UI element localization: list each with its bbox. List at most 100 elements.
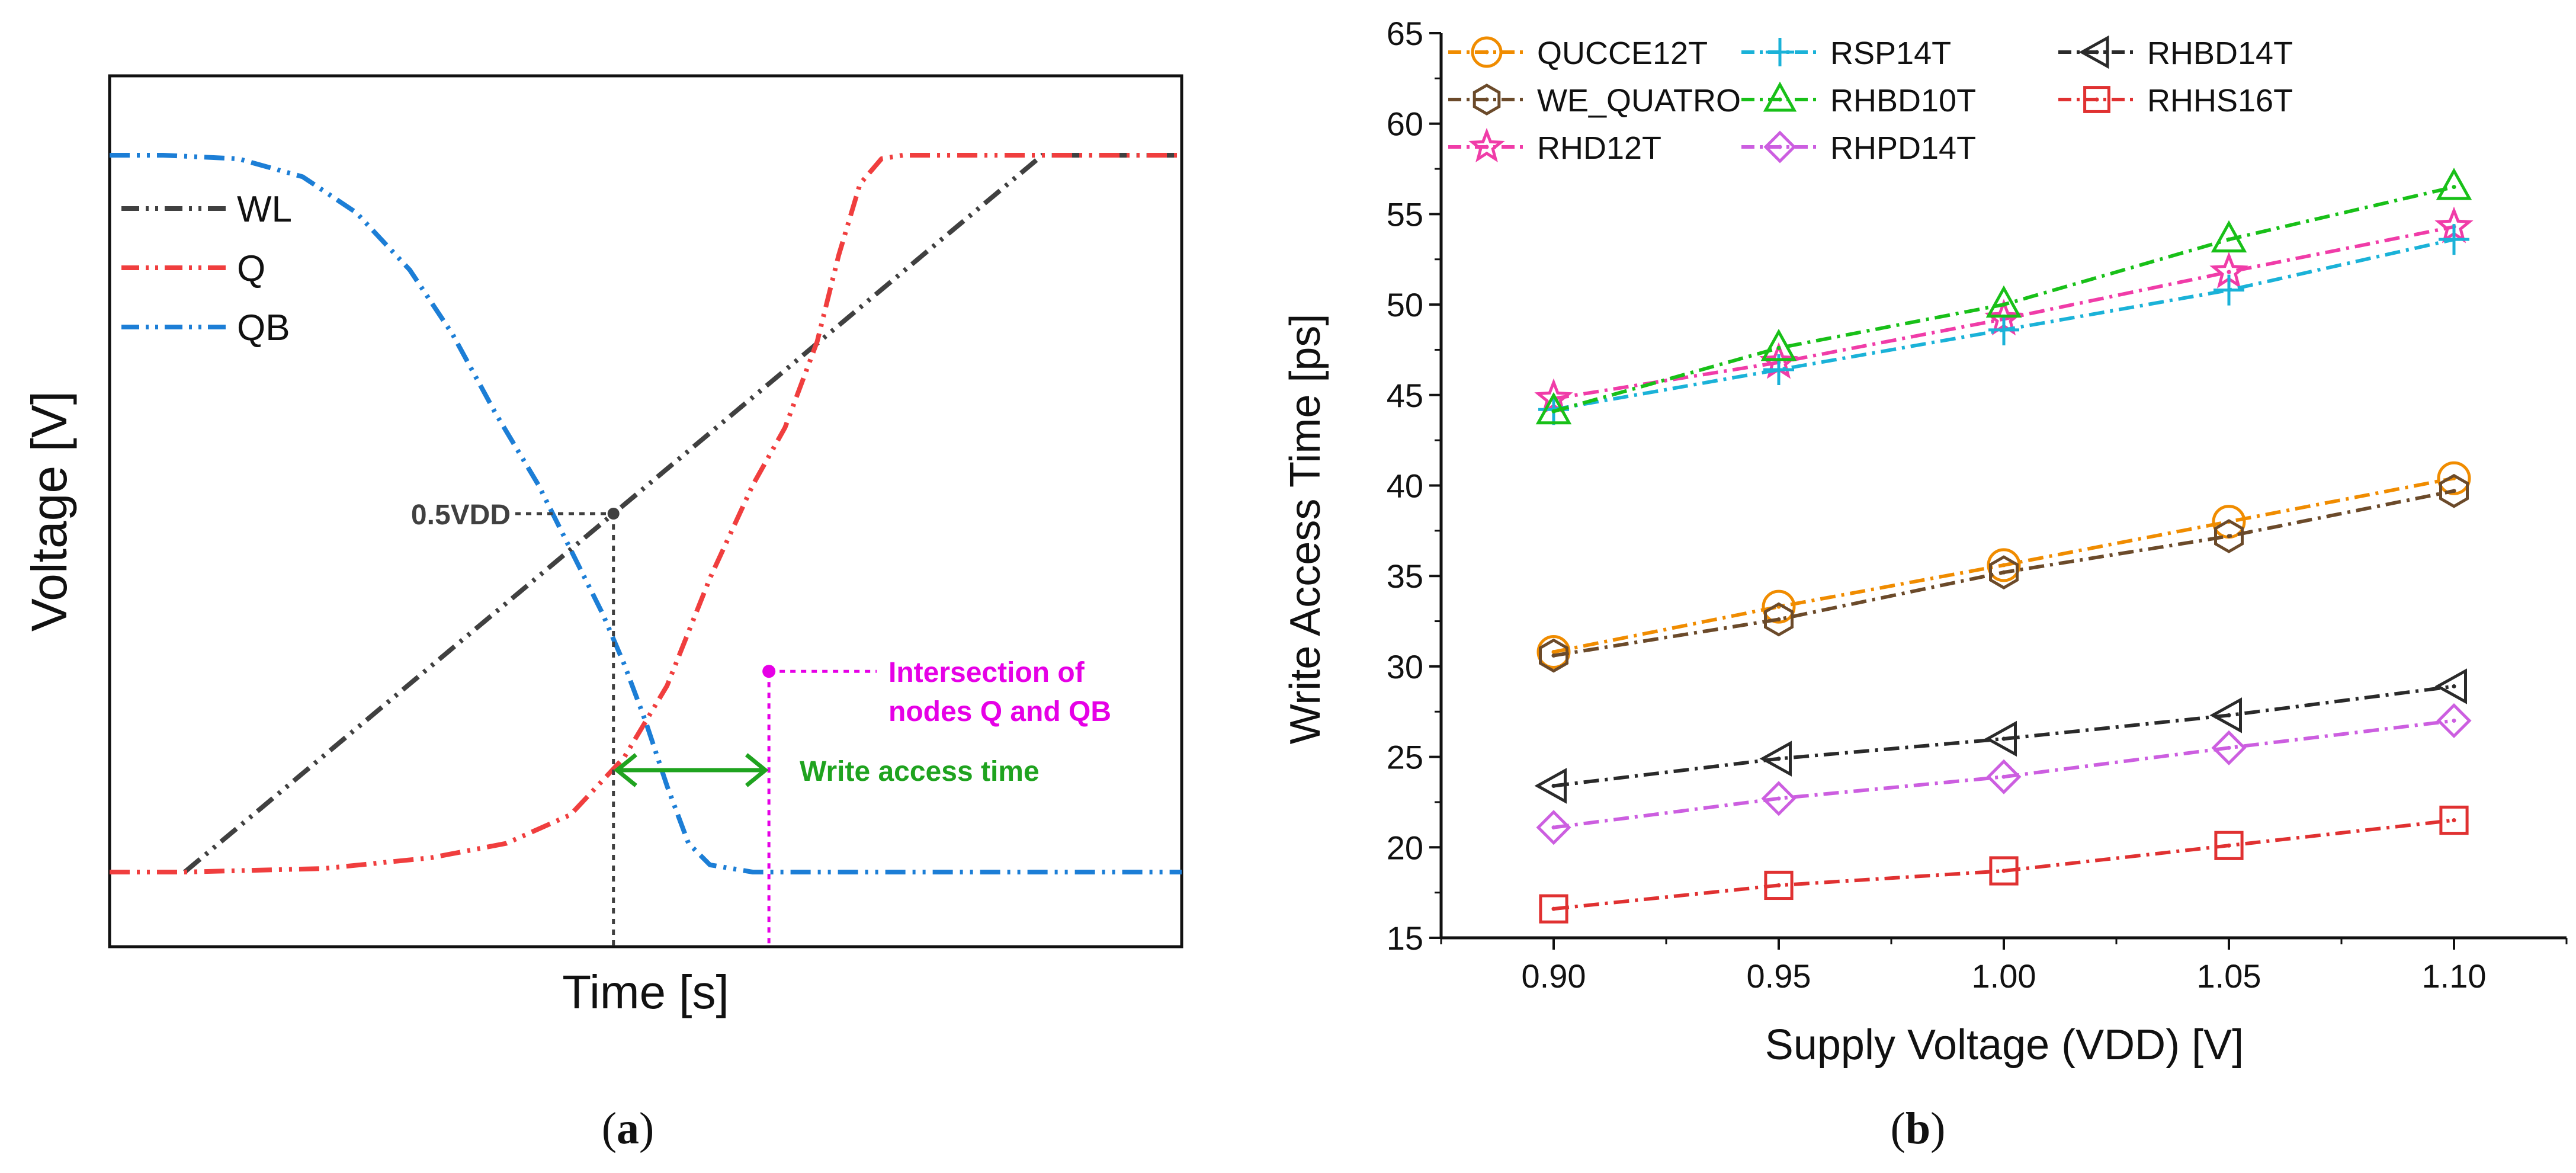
data-point-rhhs16t <box>2439 805 2469 835</box>
y-tick-label: 35 <box>1387 557 1423 595</box>
waveform-q <box>110 153 1182 874</box>
data-point-rhbd10t-center-dot <box>1776 345 1781 350</box>
data-point-qucce12t-center-dot <box>1551 649 1556 654</box>
data-point-rhhs16t <box>2214 831 2244 860</box>
data-point-rhpd14t-center-dot <box>2452 719 2456 723</box>
x-tick-label: 0.95 <box>1747 957 1811 995</box>
legend-marker-rhpd14t-center-dot <box>1778 145 1782 149</box>
y-tick-label: 60 <box>1387 105 1423 143</box>
half-vdd-point <box>607 508 620 520</box>
panel-b-ylabel: Write Access Time [ps] <box>1282 314 1329 745</box>
panel-a-label-letter: a <box>617 1104 639 1153</box>
waveform-qb <box>110 153 1182 874</box>
legend-label-wl: WL <box>237 189 292 230</box>
legend-label-rhbd14t: RHBD14T <box>2147 36 2293 71</box>
data-point-rhbd10t-center-dot <box>2001 302 2006 307</box>
data-point-rhbd10t <box>1535 392 1572 425</box>
legend-marker-rhbd10t <box>1763 81 1797 112</box>
legend-label-rhbd10t: RHBD10T <box>1830 83 1976 118</box>
legend-marker-rhbd14t <box>2078 35 2109 69</box>
x-tick-label: 0.90 <box>1522 957 1586 995</box>
data-point-qucce12t-center-dot <box>2001 563 2006 568</box>
intersection-label-line1: Intersection of <box>888 657 1085 688</box>
data-point-rhhs16t-center-dot <box>1551 906 1556 911</box>
data-point-rhbd14t <box>2209 697 2242 733</box>
legend-label-rsp14t: RSP14T <box>1830 36 1951 71</box>
series-line-rhd12t <box>1553 225 2455 400</box>
data-point-rhbd10t <box>2436 168 2472 200</box>
panel-a-plot-frame <box>108 74 1183 948</box>
panel-b-xlabel: Supply Voltage (VDD) [V] <box>1765 1021 2244 1069</box>
data-point-rhpd14t <box>2211 730 2247 765</box>
data-point-rhbd14t <box>1984 720 2017 757</box>
write-access-label: Write access time <box>800 756 1040 787</box>
data-point-we-quatro-center-dot <box>2452 489 2456 493</box>
data-point-we-quatro-center-dot <box>1551 653 1556 658</box>
data-point-we-quatro <box>2214 519 2244 553</box>
data-point-rhbd10t-center-dot <box>2452 185 2456 190</box>
legend-marker-rhd12t-center-dot <box>1484 145 1489 149</box>
data-point-rhpd14t-center-dot <box>2001 774 2006 779</box>
data-point-we-quatro-center-dot <box>1776 617 1781 621</box>
panel-b-series <box>1534 168 2474 924</box>
data-point-qucce12t <box>1987 548 2021 582</box>
data-point-rhbd14t <box>1534 768 1567 804</box>
data-point-rsp14t <box>1988 314 2019 345</box>
data-point-we-quatro-center-dot <box>2001 570 2006 575</box>
data-point-rhbd10t <box>1985 285 2022 318</box>
data-point-rhhs16t <box>1764 870 1794 900</box>
data-point-rsp14t <box>2214 274 2244 306</box>
panel-b-label-letter: b <box>1905 1104 1930 1153</box>
legend-marker-rhd12t <box>1468 127 1505 163</box>
data-point-rhpd14t <box>1761 781 1797 816</box>
data-point-we-quatro <box>1539 638 1568 673</box>
panel-b-legend: QUCCE12T WE_QUATRO RHD12T RSP14T RHBD10T RHPD… <box>1448 35 2293 166</box>
data-point-rhpd14t-center-dot <box>1551 825 1556 830</box>
panel-a-legend: WL Q QB <box>121 189 292 348</box>
data-point-qucce12t <box>1762 589 1796 624</box>
y-tick-label: 25 <box>1387 739 1423 776</box>
x-tick-label: 1.05 <box>2197 957 2261 995</box>
data-point-rhd12t-center-dot <box>2227 270 2231 274</box>
data-point-rhbd14t-center-dot <box>1551 783 1556 788</box>
data-point-rhhs16t <box>1539 894 1568 924</box>
data-point-rhbd10t-center-dot <box>1551 409 1556 414</box>
y-tick-label: 65 <box>1387 15 1423 52</box>
data-point-rhbd10t <box>1760 328 1797 361</box>
y-tick-label: 50 <box>1387 286 1423 323</box>
legend-marker-rsp14t <box>1766 38 1794 66</box>
legend-marker-rhpd14t <box>1763 130 1797 164</box>
intersection-point <box>762 665 776 678</box>
legend-label-rhd12t: RHD12T <box>1537 130 1661 166</box>
data-point-rhbd10t-center-dot <box>2227 237 2231 242</box>
data-point-we-quatro <box>2439 473 2469 508</box>
y-tick-label: 15 <box>1387 919 1423 957</box>
data-point-rhhs16t-center-dot <box>1776 883 1781 887</box>
y-tick-label: 40 <box>1387 467 1423 505</box>
data-point-rhpd14t-center-dot <box>2227 745 2231 750</box>
y-tick-label: 45 <box>1387 377 1423 414</box>
y-tick-label: 30 <box>1387 648 1423 685</box>
panel-a: 0.5VDD Intersection of nodes Q and QB Write… <box>21 74 1183 1153</box>
legend-label-rhpd14t: RHPD14T <box>1830 130 1976 166</box>
y-tick-label: 20 <box>1387 829 1423 866</box>
legend-label-qb: QB <box>237 307 290 348</box>
intersection-label-line2: nodes Q and QB <box>888 696 1111 727</box>
data-point-rhbd14t <box>1759 741 1792 777</box>
panel-b-axes: 15 20 25 30 35 40 45 50 55 60 65 0.90 0.95 1.00 1.05 1.… <box>1387 15 2568 995</box>
panel-b: 15 20 25 30 35 40 45 50 55 60 65 0.90 0.95 1.00 1.05 1.… <box>1282 15 2568 1153</box>
data-point-rhbd14t <box>2434 668 2467 704</box>
half-vdd-label: 0.5VDD <box>411 499 511 531</box>
legend-marker-rhhs16t-center-dot <box>2094 97 2099 102</box>
write-access-arrow-head-left <box>614 753 637 787</box>
legend-label-qucce12t: QUCCE12T <box>1537 36 1708 71</box>
legend-marker-we-quatro-center-dot <box>1484 97 1489 102</box>
data-point-rhpd14t <box>1536 810 1571 845</box>
data-point-rhhs16t-center-dot <box>2001 868 2006 873</box>
legend-marker-we-quatro <box>1473 84 1501 116</box>
legend-marker-rhbd14t-center-dot <box>2094 50 2099 55</box>
data-point-rhpd14t <box>1986 759 2022 794</box>
legend-marker-rhbd10t-center-dot <box>1778 97 1782 102</box>
panel-a-annotations: 0.5VDD Intersection of nodes Q and QB Write… <box>411 499 1111 947</box>
